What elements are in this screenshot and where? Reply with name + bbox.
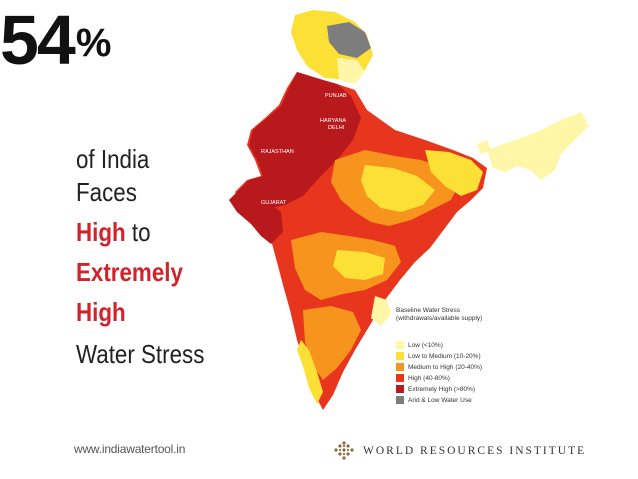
map-region-northeast [487,112,589,180]
legend-label-extremely-high: Extremely High (>80%) [408,385,476,393]
wri-logo-icon [334,441,354,460]
tagline-to: to [125,217,151,247]
wri-name: WORLD RESOURCES INSTITUTE [363,445,587,457]
map-region-south-medium [303,306,361,380]
tagline-line-1: of India [76,144,150,174]
legend-label-low: Low (<10%) [408,341,443,349]
legend-swatch-arid [396,396,404,404]
map-region-sikkim [477,140,491,154]
map-label-rajasthan: RAJASTHAN [261,149,294,155]
legend-item-high: High (40-80%) [396,373,516,383]
tagline-line-5: High [76,297,126,328]
tagline-line-6: Water Stress [76,339,205,369]
map-region-himachal [337,58,365,84]
headline-number: 54 [0,1,76,79]
map-region-central-low-medium [361,165,435,212]
map-label-haryana: HARYANA [320,118,346,124]
headline-percentage: 54% [0,0,638,83]
legend-swatch-medium-to-high [396,363,404,371]
legend-item-arid: Arid & Low Water Use [396,395,516,405]
tagline-line-4: Extremely [76,257,183,288]
legend-item-extremely-high: Extremely High (>80%) [396,384,516,394]
map-region-gujarat [229,190,283,244]
map-label-gujarat: GUJARAT [261,200,287,206]
legend-item-low: Low (<10%) [396,340,516,350]
map-region-ladakh-arid [327,22,371,58]
wri-brand: WORLD RESOURCES INSTITUTE [333,440,586,462]
legend-swatch-high [396,374,404,382]
map-region-kerala-low [297,340,323,404]
tagline-high-2: High [76,297,126,327]
legend-label-low-to-medium: Low to Medium (10-20%) [408,352,481,360]
map-region-east-coast-low [371,296,391,326]
tagline-line-2: Faces [76,177,137,207]
headline-percent-sign: % [75,21,112,65]
legend-item-low-to-medium: Low to Medium (10-20%) [396,351,516,361]
footer-url-link[interactable]: www.indiawatertool.in [74,442,186,456]
india-water-stress-map: PUNJAB HARYANA DELHI RAJASTHAN GUJARAT [229,10,589,410]
legend-item-medium-to-high: Medium to High (20-40%) [396,362,516,372]
legend-label-arid: Arid & Low Water Use [408,396,472,404]
legend-label-medium-to-high: Medium to High (20-40%) [408,363,483,371]
tagline-extremely: Extremely [76,257,183,287]
legend-title: Baseline Water Stress (withdrawals/avail… [396,307,483,322]
tagline-line-3: High to [76,217,151,248]
legend-swatch-low [396,341,404,349]
map-label-punjab: PUNJAB [325,93,347,99]
tagline-high-1: High [76,217,126,247]
map-label-delhi: DELHI [328,125,345,131]
legend-swatch-extremely-high [396,385,404,393]
map-legend: Baseline Water Stress (withdrawals/avail… [396,307,516,405]
map-region-east-low-medium [425,150,483,196]
map-region-northwest-extreme [239,72,361,210]
map-region-deccan-yellow [333,250,385,280]
legend-label-high: High (40-80%) [408,374,450,382]
legend-swatch-low-to-medium [396,352,404,360]
